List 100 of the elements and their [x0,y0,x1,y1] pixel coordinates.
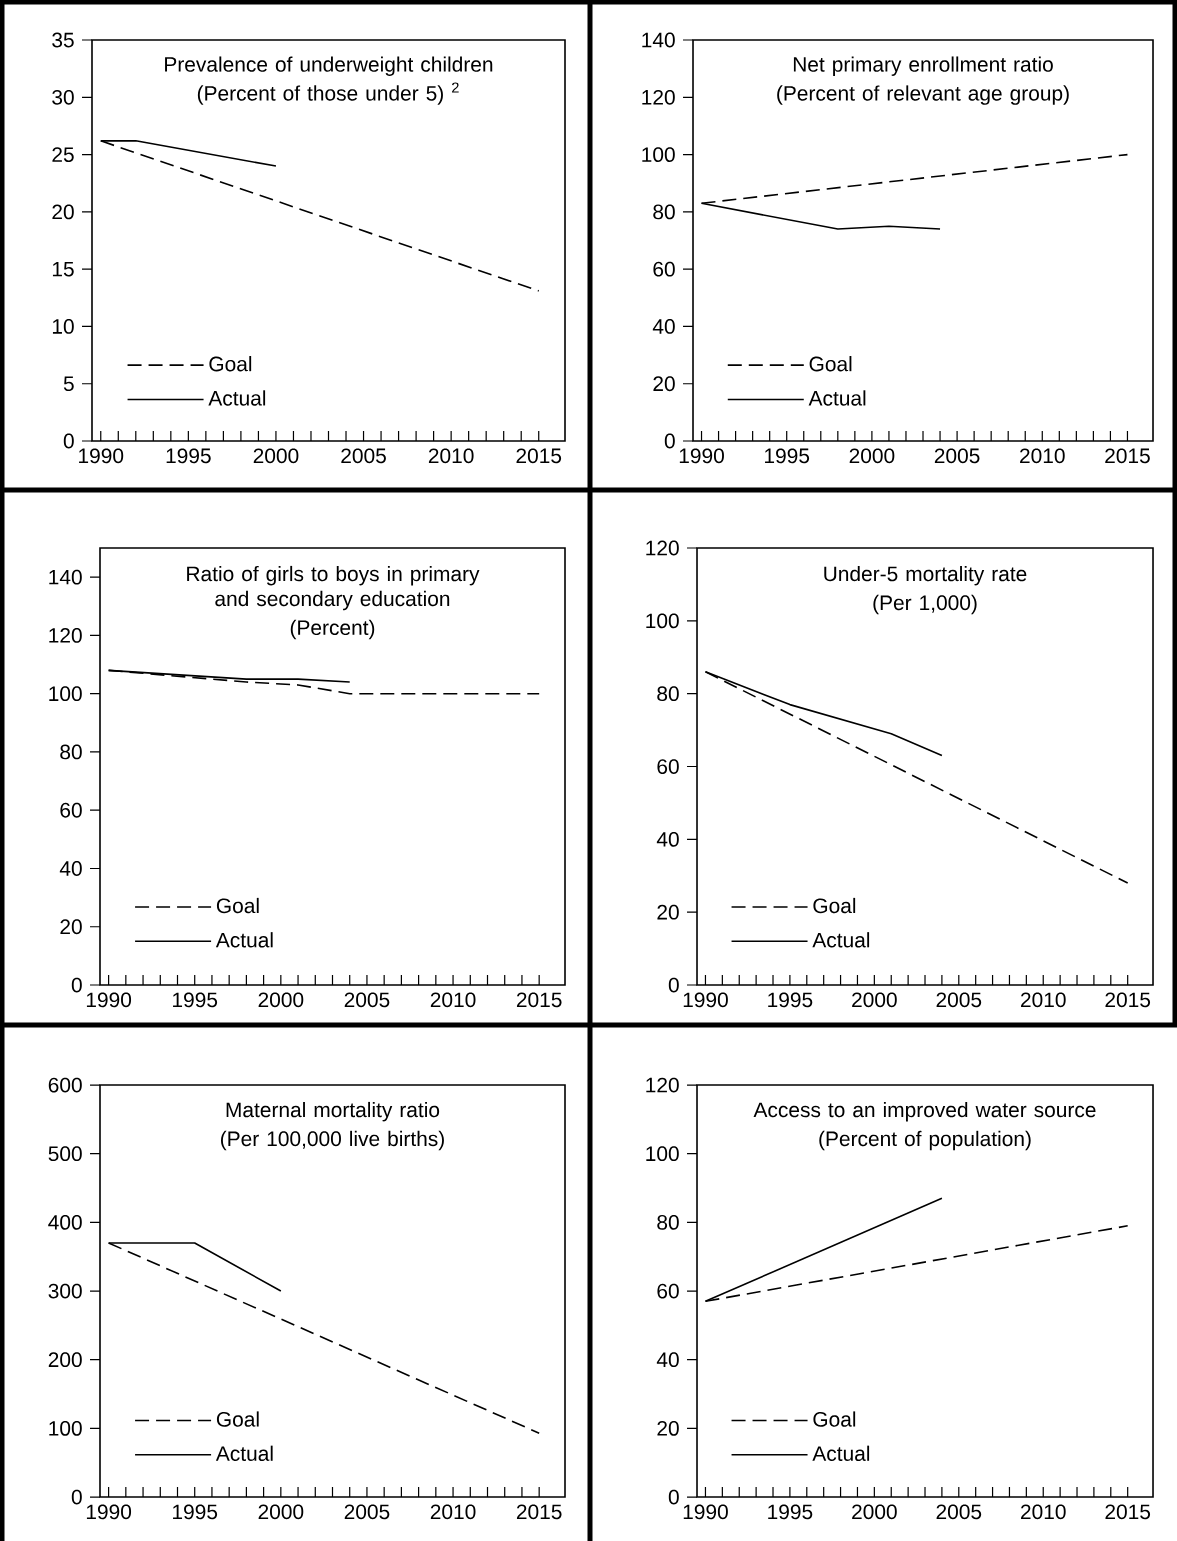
x-tick-label: 2010 [1021,992,1066,1008]
y-tick-label: 100 [646,1146,679,1162]
legend-label: Actual [808,390,866,406]
text: Access to an improved water source [753,1101,1096,1122]
x-tick-label: 2005 [934,448,980,464]
y-tick-label: 40 [652,319,675,334]
y-tick-label: 0 [71,1489,82,1505]
y-tick-label: 15 [52,261,74,277]
y-tick-label: 60 [657,759,679,774]
x-tick-label: 1990 [79,448,124,464]
y-tick-label: 0 [664,433,675,449]
legend-label: Goal [813,897,856,914]
legend-label: Actual [812,1445,870,1462]
x-tick-label: 2015 [1105,992,1151,1008]
y-tick-label: 25 [52,147,74,162]
x-tick-label: 1995 [768,992,813,1008]
y-tick-label: 20 [653,376,675,392]
legend-label: Actual [215,1445,273,1462]
x-tick-label: 2000 [852,1504,897,1520]
legend-label: Goal [216,1411,259,1427]
y-tick-label: 40 [656,1352,679,1368]
y-tick-label: 60 [653,261,675,277]
x-tick-label: 2000 [849,448,895,464]
y-tick-label: 100 [49,1420,82,1436]
text: (Percent of relevant age group) [777,85,1069,105]
x-tick-label: 1990 [683,1504,728,1520]
legend-label: Goal [216,897,259,914]
y-tick-label: 20 [60,919,82,935]
text: (Per 100,000 live births) [220,1130,444,1151]
x-tick-label: 2010 [430,992,476,1008]
y-tick-label: 400 [48,1214,82,1230]
y-tick-label: 300 [48,1283,82,1299]
y-tick-label: 30 [52,89,74,105]
x-tick-label: 1990 [679,448,724,464]
x-tick-label: 2015 [516,1504,562,1520]
x-tick-label: 2000 [852,992,897,1008]
x-tick-label: 2000 [258,992,304,1008]
legend-label: Actual [208,390,266,406]
text: Net primary enrollment ratio [793,56,1053,76]
y-tick-label: 80 [653,204,675,220]
y-tick-label: 0 [668,1489,679,1505]
x-tick-label: 1995 [765,448,810,464]
y-tick-label: 20 [52,204,74,220]
y-tick-label: 100 [642,147,675,162]
text: Under-5 mortality rate [824,565,1027,586]
legend-label: Goal [209,356,252,372]
y-tick-label: 100 [646,613,679,629]
y-tick-label: 80 [657,1214,679,1230]
y-tick-label: 0 [71,977,82,993]
x-tick-label: 2015 [1105,1504,1151,1520]
y-tick-label: 80 [657,686,679,702]
y-tick-label: 100 [49,686,82,702]
y-tick-label: 120 [49,628,82,643]
text: (Per 1,000) [873,594,977,615]
y-tick-label: 600 [48,1077,82,1093]
y-tick-label: 120 [642,89,675,105]
text: Maternal mortality ratio [226,1101,440,1122]
x-tick-label: 2015 [516,992,562,1008]
y-tick-label: 500 [48,1146,82,1162]
y-tick-label: 140 [642,32,675,48]
x-tick-label: 2000 [258,1504,304,1520]
x-tick-label: 1995 [768,1504,813,1520]
x-tick-label: 1990 [86,992,132,1008]
y-tick-label: 60 [60,802,82,818]
y-tick-label: 5 [63,376,74,392]
text: (Percent of population) [819,1130,1031,1151]
y-tick-label: 35 [52,32,74,48]
x-tick-label: 2010 [428,448,474,464]
x-tick-label: 1995 [173,1504,218,1520]
text: (Percent of those under 5) $^{2}$ [197,82,459,105]
x-tick-label: 2005 [936,1504,982,1520]
y-tick-label: 0 [668,977,679,993]
x-tick-label: 1995 [173,992,218,1008]
x-tick-label: 2005 [344,1504,390,1520]
legend-label: Goal [813,1411,856,1427]
y-tick-label: 80 [60,744,82,760]
x-tick-label: 2015 [516,448,562,464]
x-tick-label: 2010 [1021,1504,1066,1520]
legend-label: Goal [809,356,852,372]
y-tick-label: 10 [52,319,74,334]
y-tick-label: 120 [646,1077,679,1093]
x-tick-label: 2005 [341,448,386,464]
x-tick-label: 2005 [344,992,390,1008]
y-tick-label: 20 [657,1420,679,1436]
legend-label: Actual [812,932,870,948]
x-tick-label: 2010 [1020,448,1065,464]
x-tick-label: 1990 [683,992,728,1008]
y-tick-label: 120 [646,540,679,556]
x-tick-label: 1990 [86,1504,132,1520]
y-tick-label: 40 [656,831,679,847]
y-tick-label: 40 [59,861,82,876]
y-tick-label: 200 [48,1352,82,1368]
x-tick-label: 2005 [936,992,982,1008]
y-tick-label: 20 [657,904,679,920]
x-tick-label: 2015 [1105,448,1150,464]
text: Prevalence of underweight children [165,56,493,76]
legend-label: Actual [215,932,273,948]
x-tick-label: 2010 [430,1504,476,1520]
y-tick-label: 140 [49,569,82,585]
y-tick-label: 0 [63,433,74,449]
